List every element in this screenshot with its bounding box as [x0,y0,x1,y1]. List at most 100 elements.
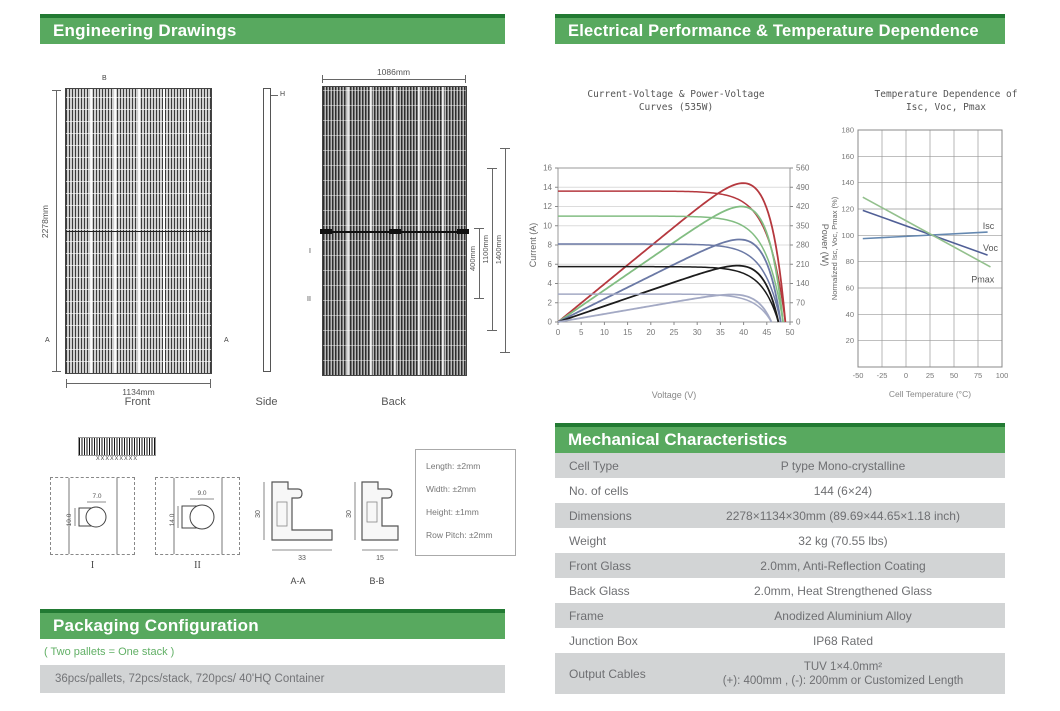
iv-pv-series-irradiance-level-1 [557,182,787,323]
svg-text:Pmax: Pmax [971,275,995,285]
table-row: Junction Box IP68 Rated [555,628,1005,653]
section-bb-label: B-B [369,576,385,586]
section-bb-height-dim: 30 [346,510,353,518]
svg-text:10: 10 [600,328,609,337]
engineering-drawings-title: Engineering Drawings [53,21,237,40]
row-label: Cell Type [569,458,619,473]
svg-text:420: 420 [796,202,810,211]
svg-text:100: 100 [996,371,1009,380]
dim-tick [474,298,484,299]
packaging-info-bar: 36pcs/pallets, 72pcs/stack, 720pcs/ 40'H… [40,665,505,693]
detail-ii-graphic: 9.0 14.0 [169,478,223,554]
frame-section-aa-graphic: 30 33 [255,481,333,562]
side-thickness-line [271,95,278,96]
mechanical-characteristics-section: Mechanical Characteristics Cell Type P ty… [555,423,1005,694]
svg-text:4: 4 [548,279,553,288]
table-row: Front Glass 2.0mm, Anti-Reflection Coatin… [555,553,1005,578]
dim-tick [210,379,211,388]
temp-series-Voc: Voc [862,209,998,256]
svg-text:75: 75 [974,371,982,380]
svg-text:40: 40 [846,310,854,319]
svg-text:20: 20 [646,328,655,337]
side-view-label: Side [255,396,278,408]
table-row: No. of cells 144 (6×24) [555,478,1005,503]
table-row: Back Glass 2.0mm, Heat Strengthened Glass [555,578,1005,603]
svg-text:Power (W): Power (W) [820,224,830,267]
svg-text:40: 40 [739,328,748,337]
svg-text:25: 25 [670,328,679,337]
junction-box-mark [457,229,469,234]
svg-text:560: 560 [796,164,810,173]
iv-pv-chart-title: Current-Voltage & Power-Voltage Curves (… [530,88,822,114]
tolerance-row-pitch: Row Pitch: ±2mm [426,530,493,540]
svg-text:Voltage (V): Voltage (V) [652,390,697,400]
svg-text:Current (A): Current (A) [528,223,538,268]
row-value: TUV 1×4.0mm² (+): 400mm , (-): 200mm or C… [722,660,964,687]
packaging-info: 36pcs/pallets, 72pcs/stack, 720pcs/ 40'H… [55,673,325,685]
svg-text:350: 350 [796,221,810,230]
electrical-performance-title: Electrical Performance & Temperature Dep… [568,21,979,40]
svg-text:35: 35 [716,328,725,337]
svg-text:80: 80 [846,257,854,266]
svg-text:280: 280 [796,241,810,250]
tolerance-length: Length: ±2mm [426,461,481,471]
temp-chart-title: Temperature Dependence of Isc, Voc, Pmax [836,88,1056,114]
svg-text:45: 45 [762,328,771,337]
mount-dim-1100: 1100mm [481,235,490,264]
svg-text:100: 100 [841,231,854,240]
mechanical-characteristics-title: Mechanical Characteristics [568,430,788,449]
row-value: 32 kg (70.55 lbs) [798,533,888,548]
front-height-dim: 2278mm [40,205,50,239]
dim-tick [66,379,67,388]
svg-text:16: 16 [543,164,552,173]
svg-text:120: 120 [841,205,854,214]
svg-text:0: 0 [548,318,553,327]
detail-i-graphic: 7.0 10.0 [66,478,118,554]
svg-text:14: 14 [543,183,552,192]
svg-text:20: 20 [846,336,854,345]
dim-tick [465,75,466,83]
detail-ii-dim-side: 14.0 [169,513,176,526]
frame-section-bb-graphic: 30 15 [346,481,399,562]
junction-box-mark [320,229,332,234]
row-value: Anodized Aluminium Alloy [774,608,912,623]
detail-i-dim-top: 7.0 [92,493,101,500]
back-width-dim-line [322,79,465,80]
dim-tick [500,352,510,353]
row-label: Dimensions [569,508,632,523]
row-label: Output Cables [569,666,646,681]
front-mark-a-left: A [45,337,50,344]
svg-text:140: 140 [841,178,854,187]
svg-text:5: 5 [579,328,584,337]
svg-text:25: 25 [926,371,934,380]
mech-table: Cell Type P type Mono-crystalline No. of c… [555,453,1005,694]
svg-text:50: 50 [786,328,795,337]
front-mark-b: B [102,75,107,82]
front-width-dim-line [66,383,211,384]
engineering-drawings-header: Engineering Drawings [40,14,505,44]
row-value: 2.0mm, Heat Strengthened Glass [753,583,933,598]
mount-dim-line-1400 [505,148,506,352]
svg-text:0: 0 [796,318,801,327]
table-row: Frame Anodized Aluminium Alloy [555,603,1005,628]
tolerance-box: Length: ±2mm Width: ±2mm Height: ±1mm Ro… [415,449,516,556]
front-mark-a-right: A [224,337,229,344]
front-view-drawing [65,88,212,374]
front-middle-line [66,231,211,232]
dim-tick [500,148,510,149]
row-label: Junction Box [569,633,638,648]
svg-text:Isc: Isc [983,221,995,231]
svg-text:0: 0 [904,371,908,380]
svg-text:70: 70 [796,298,805,307]
svg-text:0: 0 [556,328,561,337]
detail-i-dim-side: 10.0 [66,513,73,526]
junction-box-mark [388,229,401,234]
detail-ii-label: II [194,560,201,571]
svg-text:-50: -50 [853,371,864,380]
row-label: Front Glass [569,558,632,573]
dim-tick [322,75,323,83]
svg-text:10: 10 [543,221,552,230]
mount-hole-detail-i: 7.0 10.0 [50,477,135,555]
section-bb-width-dim: 15 [376,555,384,562]
